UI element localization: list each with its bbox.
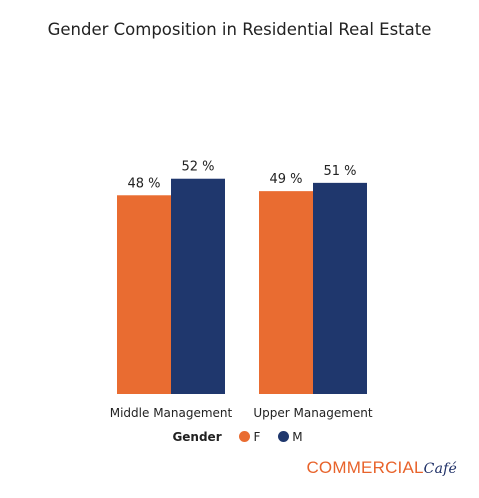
brand-part-1: COMMERCIAL	[306, 458, 424, 477]
bar-f-middle	[117, 195, 171, 394]
chart-title: Gender Composition in Residential Real E…	[47, 20, 432, 39]
legend-title: Gender	[172, 430, 222, 444]
data-label-f-middle: 48 %	[127, 176, 160, 191]
category-label-middle: Middle Management	[110, 406, 233, 420]
bar-m-middle	[171, 178, 225, 394]
data-label-f-upper: 49 %	[269, 172, 302, 187]
brand-logo: COMMERCIALCafé	[306, 458, 457, 478]
legend: Gender F M	[0, 430, 479, 444]
legend-label-f: F	[253, 430, 261, 444]
legend-item-f[interactable]: F	[239, 430, 260, 444]
legend-dot-m	[278, 431, 290, 442]
bar-f-upper	[259, 191, 313, 394]
legend-dot-f	[239, 431, 251, 442]
data-label-m-upper: 51 %	[323, 164, 356, 179]
bar-m-upper	[313, 182, 367, 394]
legend-item-m[interactable]: M	[278, 430, 303, 444]
legend-label-m: M	[292, 430, 303, 444]
brand-part-2: Café	[423, 461, 457, 477]
data-label-m-middle: 52 %	[181, 160, 214, 175]
category-label-upper: Upper Management	[253, 406, 372, 420]
